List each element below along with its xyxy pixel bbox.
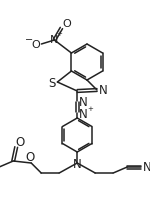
- Text: N: N: [79, 107, 88, 121]
- Text: N: N: [143, 161, 150, 174]
- Text: +: +: [87, 106, 93, 112]
- Text: N: N: [50, 35, 59, 45]
- Text: −: −: [25, 35, 33, 45]
- Text: O: O: [16, 135, 25, 149]
- Text: N: N: [79, 95, 88, 109]
- Text: O: O: [31, 40, 40, 50]
- Text: N: N: [73, 157, 82, 170]
- Text: S: S: [49, 77, 56, 89]
- Text: O: O: [62, 19, 71, 29]
- Text: N: N: [99, 83, 107, 97]
- Text: O: O: [26, 151, 35, 163]
- Text: +: +: [56, 31, 62, 37]
